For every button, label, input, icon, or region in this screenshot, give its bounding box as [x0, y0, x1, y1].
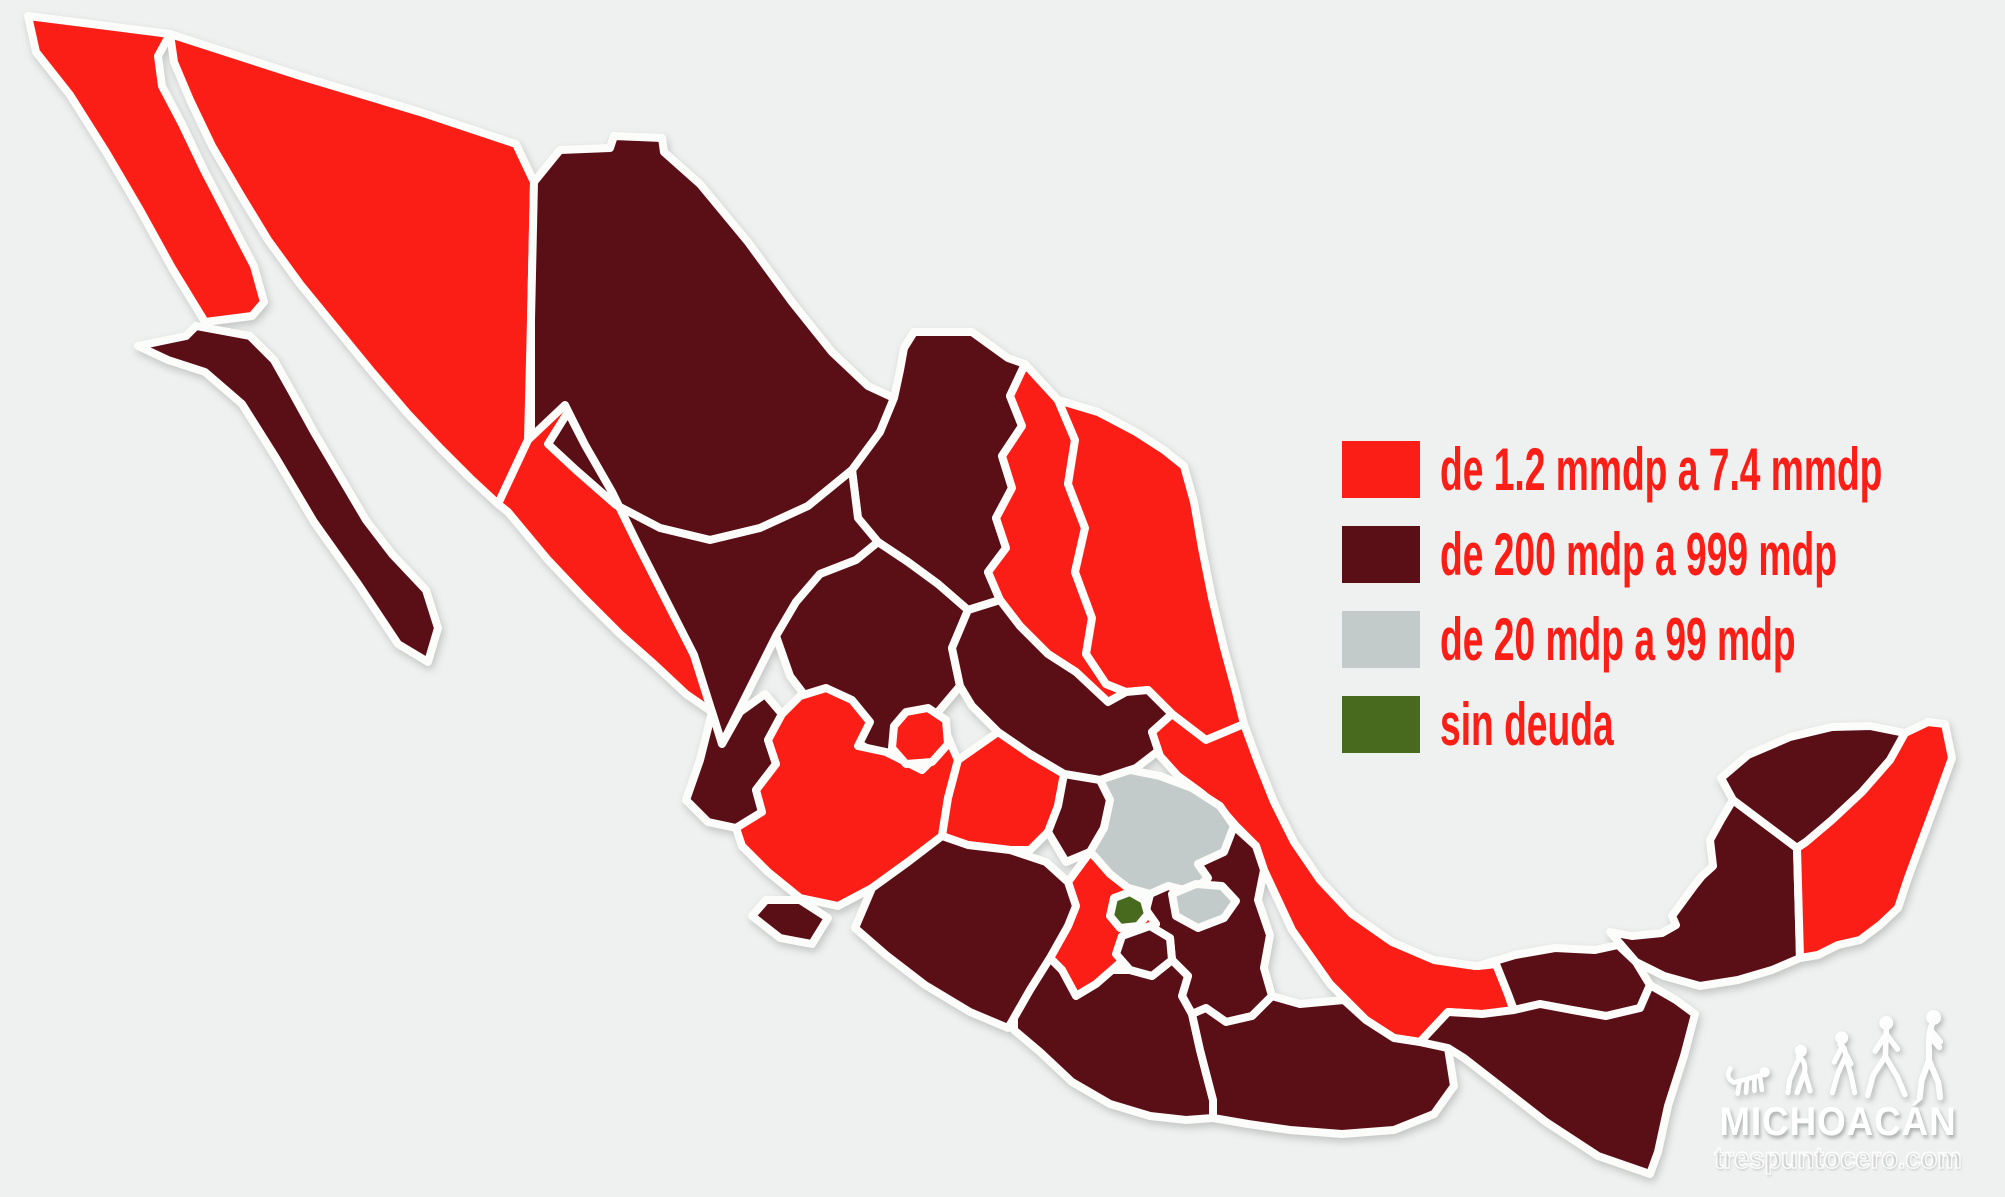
- legend-swatch-range-1: [1342, 441, 1420, 498]
- legend-row: de 200 mdp a 999 mdp: [1342, 521, 2005, 588]
- legend-swatch-range-3: [1342, 611, 1420, 668]
- legend-row: sin deuda: [1342, 691, 2005, 758]
- state-cdmx: [1106, 888, 1152, 932]
- state-campeche: [1606, 796, 1804, 990]
- evolution-of-man-icon: [1725, 1010, 1944, 1101]
- legend-label: de 1.2 mmdp a 7.4 mmdp: [1440, 436, 1883, 503]
- state-quintana-roo: [1793, 718, 1956, 962]
- state-baja-california-sur: [134, 322, 442, 666]
- state-guanajuato: [938, 728, 1068, 854]
- legend-label: de 20 mdp a 99 mdp: [1440, 606, 1796, 673]
- legend-row: de 1.2 mmdp a 7.4 mmdp: [1342, 436, 2005, 503]
- state-morelos: [1112, 922, 1176, 980]
- state-sonora: [166, 30, 538, 508]
- state-aguascalientes: [888, 704, 952, 768]
- legend-swatch-range-4: [1342, 696, 1420, 753]
- legend-label: de 200 mdp a 999 mdp: [1440, 521, 1837, 588]
- state-tlaxcala: [1168, 880, 1240, 932]
- state-colima: [748, 896, 832, 948]
- state-guerrero: [1010, 954, 1217, 1124]
- legend-swatch-range-2: [1342, 526, 1420, 583]
- watermark-title: MICHOACÁN: [1719, 1100, 1957, 1144]
- state-chiapas: [1416, 981, 1699, 1178]
- site-watermark: MICHOACÁN trespuntocero.com: [1688, 998, 1988, 1174]
- legend-label: sin deuda: [1440, 691, 1614, 758]
- watermark-subtitle: trespuntocero.com: [1714, 1142, 1963, 1175]
- legend-row: de 20 mdp a 99 mdp: [1342, 606, 2005, 673]
- state-baja-california: [24, 12, 268, 326]
- debt-legend: de 1.2 mmdp a 7.4 mmdp de 200 mdp a 999 …: [1342, 436, 2005, 781]
